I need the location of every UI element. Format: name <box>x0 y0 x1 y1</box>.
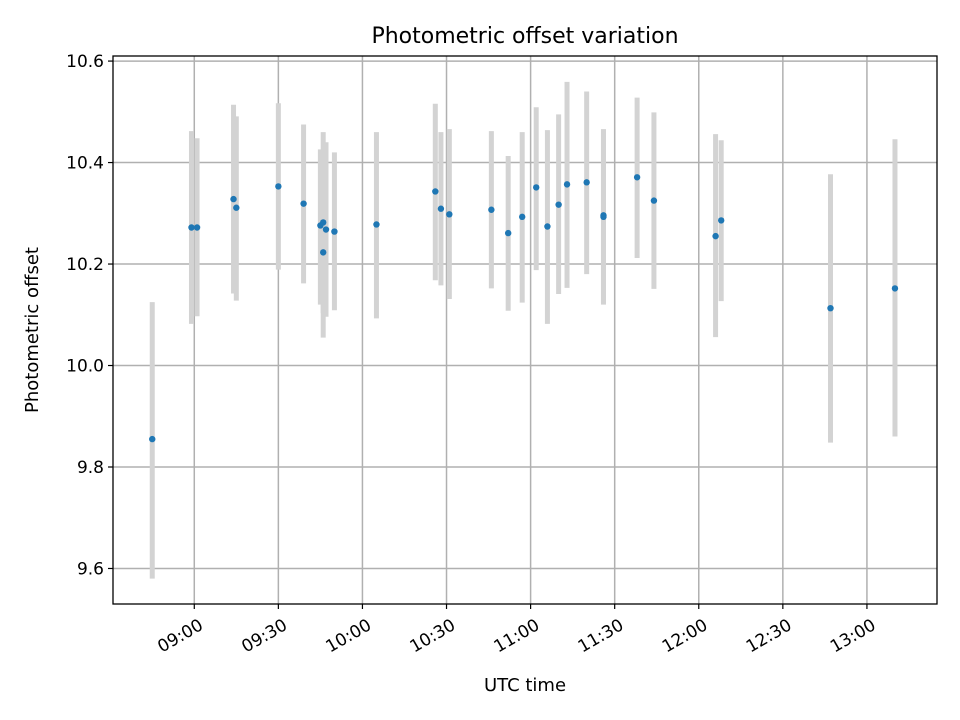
data-point <box>188 224 195 231</box>
data-point <box>322 226 330 233</box>
data-point <box>373 221 380 228</box>
data-point <box>891 285 899 292</box>
x-axis-label: UTC time <box>484 675 566 696</box>
data-point <box>275 183 282 190</box>
grid <box>113 56 937 604</box>
data-point <box>555 201 562 208</box>
data-point <box>533 184 540 191</box>
data-point <box>331 228 338 235</box>
data-point <box>712 232 719 240</box>
data-point <box>717 217 725 224</box>
plot-frame <box>112 55 938 605</box>
data-point <box>583 179 590 186</box>
data-point <box>437 205 445 212</box>
data-point <box>233 204 240 211</box>
data-point <box>149 435 156 443</box>
data-point <box>488 206 495 213</box>
data-point <box>518 213 526 221</box>
y-tick-label: 10.0 <box>66 357 104 377</box>
data-point <box>544 223 551 230</box>
y-tick-label: 9.6 <box>77 559 104 579</box>
data-point <box>504 229 512 237</box>
data-point <box>320 219 327 226</box>
data-point <box>446 211 453 218</box>
chart-title: Photometric offset variation <box>371 24 678 49</box>
data-point <box>432 188 439 195</box>
data-point <box>320 249 327 256</box>
y-axis-ticks: 9.6 9.8 10.0 10.2 10.4 10.6 <box>66 52 113 579</box>
y-tick-label: 9.8 <box>77 458 104 478</box>
y-tick-label: 10.2 <box>66 255 104 275</box>
data-point <box>230 195 237 203</box>
data-point <box>300 200 307 207</box>
y-tick-label: 10.4 <box>66 154 104 174</box>
data-point <box>650 197 658 204</box>
y-tick-label: 10.6 <box>66 52 104 72</box>
data-points <box>149 174 899 443</box>
data-point <box>633 174 641 181</box>
y-axis-label: Photometric offset <box>22 247 43 413</box>
data-point <box>563 181 571 188</box>
data-point <box>600 213 607 221</box>
data-point <box>193 224 201 231</box>
data-point <box>827 304 834 312</box>
